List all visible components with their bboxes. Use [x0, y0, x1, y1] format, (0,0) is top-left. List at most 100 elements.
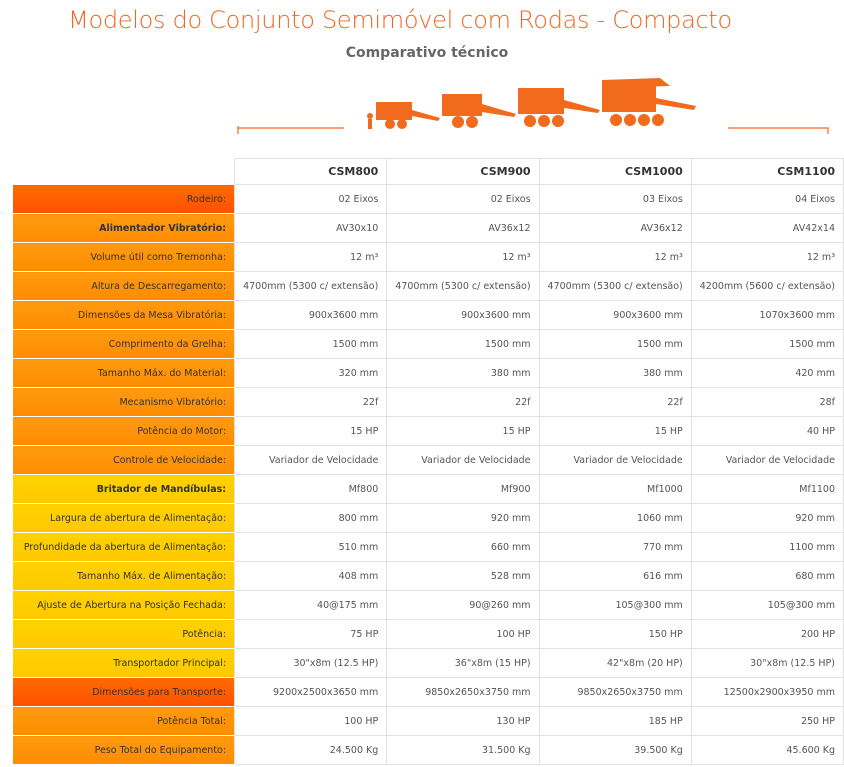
cell: Variador de Velocidade [690, 445, 844, 475]
cell: Mf800 [234, 474, 388, 504]
row-label: Peso Total do Equipamento: [11, 735, 236, 765]
cell: 770 mm [538, 532, 692, 562]
table-row: Alimentador Vibratório: AV30x10 AV36x12 AV3… [11, 213, 844, 243]
cell: 420 mm [690, 358, 844, 388]
subtitle: Comparativo técnico [345, 45, 509, 61]
cell: 150 HP [538, 619, 692, 649]
row-label: Potência do Motor: [11, 416, 236, 446]
table-row: Transportador Principal: 30"x8m (12.5 HP)… [11, 648, 844, 678]
table-row: Peso Total do Equipamento: 24.500 Kg 31.50… [11, 735, 844, 765]
cell: 900x3600 mm [386, 300, 540, 330]
row-label: Profundidade da abertura de Alimentação: [11, 532, 236, 562]
cell: 03 Eixos [538, 184, 692, 214]
cell: 4200mm (5600 c/ extensão) [690, 271, 844, 301]
cell: Variador de Velocidade [538, 445, 692, 475]
table-row: Potência do Motor: 15 HP 15 HP 15 HP 40 HP [11, 416, 844, 446]
cell: 1500 mm [690, 329, 844, 359]
cell: 28f [690, 387, 844, 417]
cell: 9850x2650x3750 mm [538, 677, 692, 707]
cell: 45.600 Kg [690, 735, 844, 765]
table-row: Potência Total: 100 HP 130 HP 185 HP 250 HP [11, 706, 844, 736]
row-label: Ajuste de Abertura na Posição Fechada: [11, 590, 236, 620]
table-row: Ajuste de Abertura na Posição Fechada: 40… [11, 590, 844, 620]
machines-illustration [237, 78, 829, 134]
cell: 15 HP [234, 416, 388, 446]
cell: 528 mm [386, 561, 540, 591]
cell: AV42x14 [690, 213, 844, 243]
cell: 408 mm [234, 561, 388, 591]
cell: 15 HP [538, 416, 692, 446]
cell: 4700mm (5300 c/ extensão) [538, 271, 692, 301]
row-label: Controle de Velocidade: [11, 445, 236, 475]
table-row: Potência: 75 HP 100 HP 150 HP 200 HP [11, 619, 844, 649]
cell: 680 mm [690, 561, 844, 591]
cell: 105@300 mm [690, 590, 844, 620]
cell: 9850x2650x3750 mm [386, 677, 540, 707]
cell: 1070x3600 mm [690, 300, 844, 330]
table-row: Altura de Descarregamento: 4700mm (5300 c… [11, 271, 844, 301]
cell: AV36x12 [386, 213, 540, 243]
row-label: Volume útil como Tremonha: [11, 242, 236, 272]
cell: Mf1000 [538, 474, 692, 504]
cell: 510 mm [234, 532, 388, 562]
cell: 4700mm (5300 c/ extensão) [234, 271, 388, 301]
cell: AV36x12 [538, 213, 692, 243]
cell: 42"x8m (20 HP) [538, 648, 692, 678]
row-label: Britador de Mandíbulas: [11, 474, 236, 504]
row-label: Dimensões para Transporte: [11, 677, 236, 707]
cell: 660 mm [386, 532, 540, 562]
table-row: Comprimento da Grelha: 1500 mm 1500 mm 1500… [11, 329, 844, 359]
column-header: CSM800 [234, 158, 388, 185]
cell: Variador de Velocidade [386, 445, 540, 475]
cell: 75 HP [234, 619, 388, 649]
blank-cell [13, 159, 235, 185]
cell: 920 mm [386, 503, 540, 533]
cell: 185 HP [538, 706, 692, 736]
cell: Variador de Velocidade [234, 445, 388, 475]
cell: 1500 mm [234, 329, 388, 359]
cell: 380 mm [386, 358, 540, 388]
cell: 1100 mm [690, 532, 844, 562]
cell: Mf900 [386, 474, 540, 504]
cell: Mf1100 [690, 474, 844, 504]
column-header: CSM900 [386, 158, 540, 185]
cell: 02 Eixos [234, 184, 388, 214]
table-row: Controle de Velocidade: Variador de Veloc… [11, 445, 844, 475]
row-label: Alimentador Vibratório: [11, 213, 236, 243]
cell: 24.500 Kg [234, 735, 388, 765]
cell: 900x3600 mm [234, 300, 388, 330]
cell: 9200x2500x3650 mm [234, 677, 388, 707]
row-label: Transportador Principal: [11, 648, 236, 678]
cell: 105@300 mm [538, 590, 692, 620]
cell: 39.500 Kg [538, 735, 692, 765]
row-label: Tamanho Máx. do Material: [11, 358, 236, 388]
cell: 22f [386, 387, 540, 417]
column-header: CSM1100 [690, 158, 844, 185]
row-label: Tamanho Máx. de Alimentação: [11, 561, 236, 591]
cell: 100 HP [234, 706, 388, 736]
table-row: Tamanho Máx. do Material: 320 mm 380 mm 380… [11, 358, 844, 388]
cell: 12 m³ [538, 242, 692, 272]
cell: 12 m³ [690, 242, 844, 272]
column-header: CSM1000 [538, 158, 692, 185]
cell: 320 mm [234, 358, 388, 388]
cell: 04 Eixos [690, 184, 844, 214]
title: Modelos do Conjunto Semimóvel com Rodas … [68, 6, 732, 34]
cell: 920 mm [690, 503, 844, 533]
row-label: Rodeiro: [11, 184, 236, 214]
table-row: Dimensões para Transporte: 9200x2500x3650… [11, 677, 844, 707]
cell: 12 m³ [234, 242, 388, 272]
cell: 12 m³ [386, 242, 540, 272]
cell: AV30x10 [234, 213, 388, 243]
cell: 40 HP [690, 416, 844, 446]
cell: 250 HP [690, 706, 844, 736]
row-label: Potência: [11, 619, 236, 649]
cell: 90@260 mm [386, 590, 540, 620]
row-label: Potência Total: [11, 706, 236, 736]
cell: 100 HP [386, 619, 540, 649]
cell: 22f [538, 387, 692, 417]
cell: 200 HP [690, 619, 844, 649]
table-row: Largura de abertura de Alimentação: 800 m… [11, 503, 844, 533]
table-row: Rodeiro: 02 Eixos 02 Eixos 03 Eixos 04 Eixos [11, 184, 844, 214]
cell: 31.500 Kg [386, 735, 540, 765]
